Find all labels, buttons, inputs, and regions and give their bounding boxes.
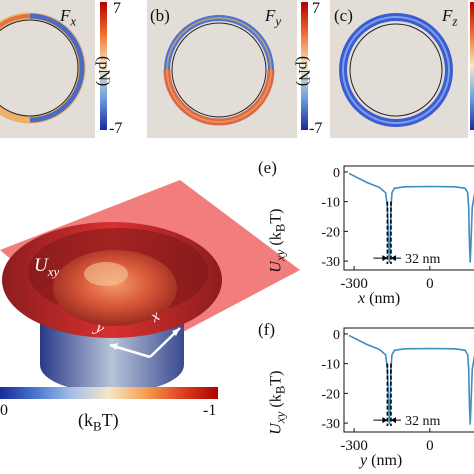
panel-e-ylabel: Uxy (kBT) — [267, 208, 288, 273]
colorbar-d-unit: (kBT) — [78, 410, 119, 434]
colorbar-c — [470, 2, 474, 130]
x-tick-label: -300 — [340, 276, 368, 292]
y-tick-label: -20 — [321, 225, 340, 240]
plot-frame — [343, 327, 474, 433]
series-line — [348, 172, 474, 263]
y-tick-label: -30 — [321, 255, 340, 270]
y-tick-label: -20 — [321, 387, 340, 402]
y-tick-label: -10 — [321, 358, 340, 373]
y-tick-label: -10 — [321, 196, 340, 211]
panel-f-ylabel: Uxy (kBT) — [267, 370, 288, 435]
panel-c-title: Fz — [442, 6, 458, 29]
colorbar-b-max: 7 — [312, 0, 320, 17]
panel-a: Fx — [0, 0, 95, 138]
annotation-label: 32 nm — [405, 414, 441, 429]
colorbar-a — [100, 2, 107, 130]
panel-b-ring — [163, 15, 275, 126]
panel-b-label: (b) — [150, 6, 170, 25]
panel-f-label: (f) — [258, 320, 275, 339]
annotation-label: 32 nm — [405, 252, 441, 267]
panel-e-xlabel: x (nm) — [358, 290, 401, 307]
y-tick-label: 0 — [333, 166, 340, 181]
colorbar-a-max: 7 — [113, 0, 121, 17]
colorbar-d — [0, 387, 218, 399]
y-tick-label: 0 — [333, 328, 340, 343]
panel-b-title: Fy — [265, 6, 282, 29]
panel-a-title: Fx — [60, 6, 77, 29]
colorbar-a-unit: (pN) — [95, 56, 112, 87]
panel-c-ring — [339, 13, 453, 127]
colorbar-a-min: -7 — [109, 120, 123, 137]
plot-frame — [343, 165, 474, 271]
panel-f-xlabel: y (nm) — [360, 452, 403, 469]
panel-c: (c) Fz — [330, 0, 468, 138]
x-tick-label: 0 — [426, 438, 434, 454]
panel-e-label: (e) — [258, 158, 277, 177]
colorbar-b-unit: (pN) — [295, 56, 312, 87]
panel-c-label: (c) — [334, 6, 353, 25]
panel-a-ring — [0, 12, 86, 124]
annotation-arrowhead-right — [390, 255, 396, 262]
colorbar-b-min: -7 — [309, 120, 323, 137]
annotation-arrowhead-left — [382, 417, 388, 424]
colorbar-d-max: -1 — [203, 402, 217, 419]
x-tick-label: 0 — [426, 276, 434, 292]
colorbar-b — [301, 2, 308, 130]
panel-b: (b) Fy — [147, 0, 297, 138]
annotation-arrowhead-right — [390, 417, 396, 424]
panel-d: Uxy x y — [0, 160, 300, 400]
y-tick-label: -30 — [321, 417, 340, 432]
plot-f: 0 -10 -20 -30-300 0 32 nm — [321, 327, 474, 454]
annotation-arrowhead-left — [382, 255, 388, 262]
panel-d-surface-label: Uxy — [34, 255, 60, 279]
panel-d-surface — [0, 180, 300, 393]
x-tick-label: -300 — [340, 438, 368, 454]
series-line — [348, 334, 474, 425]
colorbar-d-min: 0 — [0, 402, 8, 419]
plot-e: 0 -10 -20 -30-300 0 32 nm — [321, 165, 474, 292]
